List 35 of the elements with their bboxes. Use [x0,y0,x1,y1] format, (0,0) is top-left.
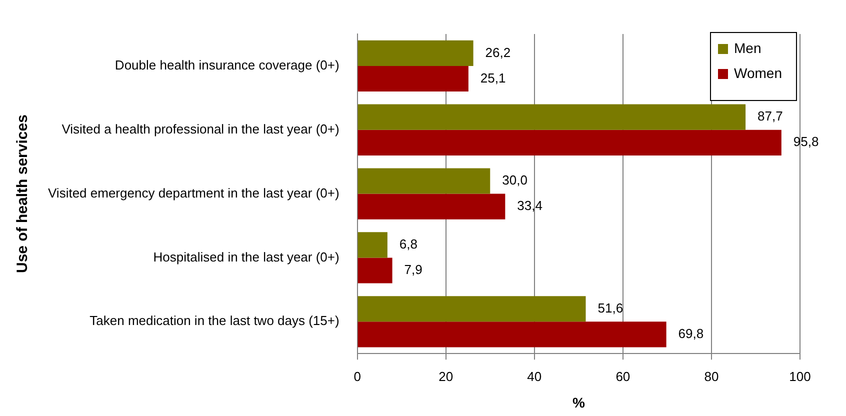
y-tick-label: Taken medication in the last two days (15+) [90,313,340,328]
y-tick-label: Double health insurance coverage (0+) [114,58,340,73]
data-label: 30,0 [502,172,528,188]
y-axis-title: Use of health services [14,114,32,274]
data-label: 25,1 [480,70,506,86]
legend-label: Women [734,64,782,81]
x-tick-label: 20 [438,368,454,384]
y-tick-label: Visited a health professional in the last year (0+) [62,121,340,136]
data-label: 69,8 [678,326,704,341]
bar [358,194,506,220]
bar [358,296,586,322]
bar [358,40,474,66]
x-tick-label: 100 [789,368,811,384]
bar [358,130,782,156]
x-axis-title: % [572,394,586,410]
x-tick-label: 0 [354,368,361,384]
bar [358,232,388,258]
data-label: 51,6 [598,300,624,316]
legend-label: Men [734,40,762,56]
data-label: 33,4 [517,198,542,214]
bar [358,322,666,348]
bar [358,258,392,284]
bar [358,66,468,92]
bar [358,104,746,130]
data-label: 7,9 [404,262,422,278]
y-tick-label: Hospitalised in the last year (0+) [153,249,340,264]
bar [358,168,490,194]
data-label: 87,7 [758,108,783,124]
data-label: 26,2 [485,44,511,60]
y-tick-label: Visited emergency department in the last year (0+) [48,185,340,200]
data-label: 95,8 [793,134,819,150]
x-tick-label: 60 [616,368,630,384]
data-label: 6,8 [399,236,418,252]
x-tick-label: 40 [527,368,542,384]
x-tick-label: 80 [704,368,719,384]
